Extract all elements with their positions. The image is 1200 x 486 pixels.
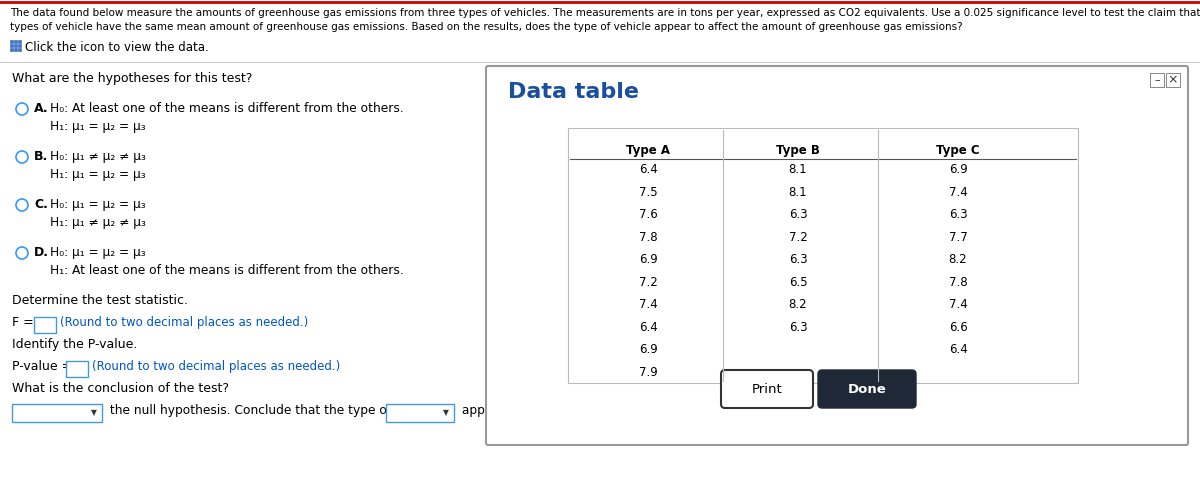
Bar bbox=[1150, 73, 1164, 87]
Text: H₀: μ₁ = μ₂ = μ₃: H₀: μ₁ = μ₂ = μ₃ bbox=[50, 198, 145, 211]
Text: Click the icon to view the data.: Click the icon to view the data. bbox=[25, 41, 209, 54]
Text: 6.9: 6.9 bbox=[638, 253, 658, 266]
Text: What is the conclusion of the test?: What is the conclusion of the test? bbox=[12, 382, 229, 395]
Text: 8.1: 8.1 bbox=[788, 186, 808, 198]
FancyBboxPatch shape bbox=[818, 370, 916, 408]
Text: 6.3: 6.3 bbox=[788, 208, 808, 221]
Text: Print: Print bbox=[751, 382, 782, 396]
Text: B.: B. bbox=[34, 150, 48, 163]
Bar bbox=[568, 128, 1078, 383]
Text: D.: D. bbox=[34, 246, 49, 259]
Bar bbox=[14, 44, 17, 47]
Text: Data table: Data table bbox=[508, 82, 640, 102]
Text: 6.5: 6.5 bbox=[788, 276, 808, 289]
Bar bbox=[10, 40, 13, 43]
Text: 7.4: 7.4 bbox=[949, 298, 967, 311]
Bar bbox=[386, 404, 454, 422]
Text: appear to affect the amount of greenhouse gas emissions for these three types.: appear to affect the amount of greenhous… bbox=[458, 404, 955, 417]
Text: 7.4: 7.4 bbox=[949, 186, 967, 198]
Bar bbox=[14, 40, 17, 43]
Bar bbox=[66, 361, 88, 377]
Text: 6.4: 6.4 bbox=[949, 343, 967, 356]
Text: H₀: μ₁ = μ₂ = μ₃: H₀: μ₁ = μ₂ = μ₃ bbox=[50, 246, 145, 259]
FancyBboxPatch shape bbox=[486, 66, 1188, 445]
Text: 6.4: 6.4 bbox=[638, 163, 658, 176]
Text: (Round to two decimal places as needed.): (Round to two decimal places as needed.) bbox=[60, 316, 308, 329]
FancyBboxPatch shape bbox=[721, 370, 814, 408]
Text: 7.7: 7.7 bbox=[949, 230, 967, 243]
Text: the null hypothesis. Conclude that the type of vehicle: the null hypothesis. Conclude that the t… bbox=[106, 404, 439, 417]
Bar bbox=[18, 48, 22, 51]
Text: 6.4: 6.4 bbox=[638, 320, 658, 333]
Text: H₁: μ₁ ≠ μ₂ ≠ μ₃: H₁: μ₁ ≠ μ₂ ≠ μ₃ bbox=[50, 216, 146, 229]
Text: Type C: Type C bbox=[936, 144, 980, 157]
Text: 6.6: 6.6 bbox=[949, 320, 967, 333]
Text: (Round to two decimal places as needed.): (Round to two decimal places as needed.) bbox=[92, 360, 341, 373]
Text: H₀: At least one of the means is different from the others.: H₀: At least one of the means is differe… bbox=[50, 102, 403, 115]
Bar bbox=[10, 48, 13, 51]
Text: Type B: Type B bbox=[776, 144, 820, 157]
Text: ×: × bbox=[1168, 76, 1181, 91]
Text: 8.1: 8.1 bbox=[788, 163, 808, 176]
Text: 7.2: 7.2 bbox=[788, 230, 808, 243]
Text: What are the hypotheses for this test?: What are the hypotheses for this test? bbox=[12, 72, 252, 85]
Text: ▼: ▼ bbox=[91, 409, 97, 417]
Text: The data found below measure the amounts of greenhouse gas emissions from three : The data found below measure the amounts… bbox=[10, 8, 1200, 18]
Text: C.: C. bbox=[34, 198, 48, 211]
Text: P-value =: P-value = bbox=[12, 360, 77, 373]
Text: –: – bbox=[1171, 75, 1177, 88]
Text: 7.2: 7.2 bbox=[638, 276, 658, 289]
Text: 7.5: 7.5 bbox=[638, 186, 658, 198]
Text: . . . . .: . . . . . bbox=[587, 63, 613, 73]
Bar bbox=[10, 44, 13, 47]
Text: H₁: μ₁ = μ₂ = μ₃: H₁: μ₁ = μ₂ = μ₃ bbox=[50, 120, 145, 133]
Text: ×: × bbox=[1168, 73, 1178, 87]
Text: 6.3: 6.3 bbox=[788, 320, 808, 333]
Text: types of vehicle have the same mean amount of greenhouse gas emissions. Based on: types of vehicle have the same mean amou… bbox=[10, 22, 962, 32]
Text: A.: A. bbox=[34, 102, 49, 115]
Text: 6.3: 6.3 bbox=[788, 253, 808, 266]
Text: 7.4: 7.4 bbox=[638, 298, 658, 311]
Bar bbox=[12, 404, 102, 422]
Text: –: – bbox=[1154, 75, 1160, 85]
Text: 8.2: 8.2 bbox=[788, 298, 808, 311]
Text: H₁: μ₁ = μ₂ = μ₃: H₁: μ₁ = μ₂ = μ₃ bbox=[50, 168, 145, 181]
Text: F =: F = bbox=[12, 316, 37, 329]
Text: H₁: At least one of the means is different from the others.: H₁: At least one of the means is differe… bbox=[50, 264, 403, 277]
Bar bbox=[18, 44, 22, 47]
Bar bbox=[1166, 73, 1180, 87]
Bar bbox=[34, 317, 56, 333]
Text: 6.3: 6.3 bbox=[949, 208, 967, 221]
Text: ▼: ▼ bbox=[443, 409, 449, 417]
Bar bbox=[14, 48, 17, 51]
Text: Determine the test statistic.: Determine the test statistic. bbox=[12, 294, 188, 307]
Bar bbox=[18, 40, 22, 43]
Text: Identify the P-value.: Identify the P-value. bbox=[12, 338, 137, 351]
Text: Done: Done bbox=[847, 382, 887, 396]
Text: 6.9: 6.9 bbox=[949, 163, 967, 176]
Text: 7.8: 7.8 bbox=[949, 276, 967, 289]
Text: H₀: μ₁ ≠ μ₂ ≠ μ₃: H₀: μ₁ ≠ μ₂ ≠ μ₃ bbox=[50, 150, 146, 163]
Text: 8.2: 8.2 bbox=[949, 253, 967, 266]
Text: Type A: Type A bbox=[626, 144, 670, 157]
Text: 7.9: 7.9 bbox=[638, 365, 658, 379]
Text: 7.6: 7.6 bbox=[638, 208, 658, 221]
Text: 6.9: 6.9 bbox=[638, 343, 658, 356]
Text: –: – bbox=[1154, 76, 1162, 89]
Text: 7.8: 7.8 bbox=[638, 230, 658, 243]
